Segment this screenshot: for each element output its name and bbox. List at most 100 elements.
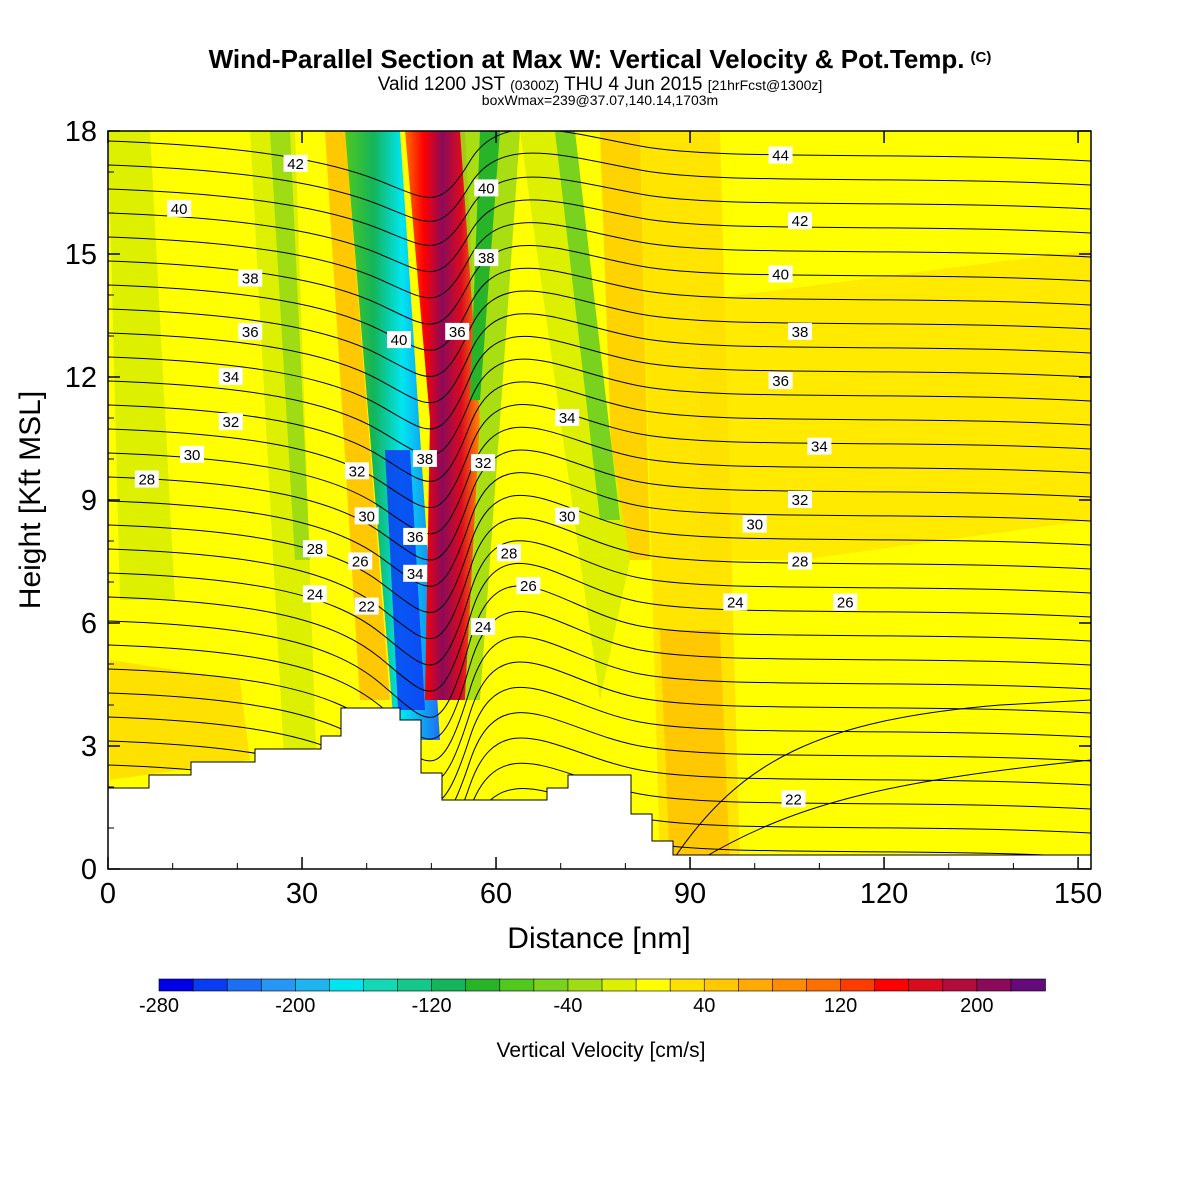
theta-contour-line (108, 636, 1091, 762)
field-band-orange (660, 630, 730, 869)
colorbar-swatch (874, 978, 910, 992)
x-axis-label: Distance [nm] (507, 922, 690, 955)
svg-text:36: 36 (407, 529, 424, 546)
colorbar-swatch (635, 978, 671, 992)
svg-text:40: 40 (391, 332, 408, 349)
svg-text:24: 24 (475, 619, 492, 636)
colorbar-swatch (465, 978, 501, 992)
y-tick-label: 15 (65, 239, 97, 271)
valid-utc: (0300Z) (510, 77, 560, 93)
svg-text:34: 34 (223, 369, 240, 386)
x-tick-label: 30 (286, 878, 318, 910)
colorbar-tick-label: -40 (553, 995, 582, 1017)
svg-text:30: 30 (184, 447, 201, 464)
contour-label: 24 (302, 585, 327, 603)
svg-text:22: 22 (785, 791, 802, 808)
contour-label: 28 (134, 470, 159, 489)
svg-text:38: 38 (417, 451, 434, 468)
forecast-info: [21hrFcst@1300z] (707, 77, 823, 93)
theta-contour-line (108, 290, 1091, 378)
colorbar-swatch (431, 978, 467, 992)
x-tick-label: 60 (480, 878, 512, 910)
svg-text:44: 44 (772, 148, 789, 165)
theta-contour-line (672, 699, 1091, 861)
colorbar-swatch (772, 978, 808, 992)
theta-contour-line (108, 267, 1091, 351)
svg-text:34: 34 (407, 566, 424, 583)
field-band-light (110, 660, 250, 780)
svg-text:28: 28 (501, 545, 518, 562)
svg-text:32: 32 (223, 414, 240, 431)
colorbar-swatch (567, 978, 603, 992)
svg-text:34: 34 (559, 410, 576, 427)
svg-text:28: 28 (307, 541, 324, 558)
y-tick-label: 6 (81, 608, 97, 640)
valid-time: Valid 1200 JST (377, 74, 505, 95)
contour-label: 30 (180, 445, 205, 464)
contour-label: 40 (768, 265, 793, 284)
updraft-core (405, 131, 480, 700)
x-tick-label: 0 (100, 878, 116, 910)
contour-label: 32 (218, 413, 243, 431)
colorbar-swatch (192, 978, 228, 992)
y-tick-label: 12 (65, 362, 97, 394)
contour-label: 42 (283, 154, 308, 173)
contour-label: 32 (344, 462, 369, 480)
colorbar-swatch (260, 978, 297, 992)
contour-label: 26 (516, 577, 541, 595)
colorbar-swatch (499, 978, 535, 992)
colorbar-swatch (1010, 978, 1046, 992)
contour-label: 28 (787, 552, 812, 571)
svg-text:28: 28 (138, 472, 155, 489)
svg-text:26: 26 (352, 554, 369, 571)
theta-contour-line (108, 222, 1091, 299)
colorbar-tick-label: -200 (275, 995, 315, 1017)
theta-contour-line (108, 152, 1091, 222)
svg-text:32: 32 (475, 455, 492, 472)
x-tick-label: 90 (674, 878, 706, 910)
title-text: Wind-Parallel Section at Max W: Vertical… (208, 44, 965, 74)
colorbar-tick-label: 200 (960, 995, 993, 1017)
colorbar-tick-label: 40 (693, 995, 715, 1017)
contour-label: 36 (238, 322, 263, 341)
field-band-orange (325, 131, 390, 700)
contour-label: 40 (387, 331, 412, 349)
contour-label: 38 (787, 322, 812, 341)
contour-label: 26 (348, 552, 373, 571)
field-band-yellowgreen (250, 131, 320, 869)
svg-text:26: 26 (520, 578, 537, 595)
contour-label: 40 (474, 179, 499, 197)
svg-text:24: 24 (307, 586, 324, 603)
svg-text:36: 36 (242, 324, 259, 341)
terrain-mask (107, 707, 1092, 870)
svg-text:40: 40 (171, 201, 188, 218)
svg-text:36: 36 (449, 324, 466, 341)
contour-label: 30 (742, 515, 767, 534)
svg-text:42: 42 (792, 213, 809, 230)
colorbar-swatch (397, 978, 433, 992)
theta-contour-line (108, 335, 1091, 430)
colorbar-tick-label: 120 (824, 995, 857, 1017)
svg-text:30: 30 (746, 517, 763, 534)
colorbar-swatch (295, 978, 331, 992)
copyright-mark: (C) (970, 49, 992, 66)
theta-contour-line (108, 494, 1091, 613)
svg-text:36: 36 (772, 373, 789, 390)
colorbar-tick-label: -120 (412, 995, 452, 1017)
svg-text:40: 40 (772, 267, 789, 284)
colorbar-swatch (329, 978, 365, 992)
x-tick-label: 150 (1054, 878, 1102, 910)
svg-text:30: 30 (559, 508, 576, 525)
contour-label: 36 (445, 322, 470, 341)
contour-label: 24 (471, 618, 496, 636)
contour-label: 38 (238, 269, 263, 288)
svg-text:38: 38 (242, 271, 259, 288)
theta-contour-line (108, 661, 1091, 784)
svg-text:32: 32 (792, 492, 809, 509)
colorbar-swatch (976, 978, 1012, 992)
svg-text:24: 24 (727, 595, 744, 612)
theta-contour-line (108, 585, 1091, 718)
y-tick-label: 0 (81, 854, 97, 886)
contour-label: 32 (471, 454, 496, 472)
contour-label: 30 (354, 507, 379, 525)
